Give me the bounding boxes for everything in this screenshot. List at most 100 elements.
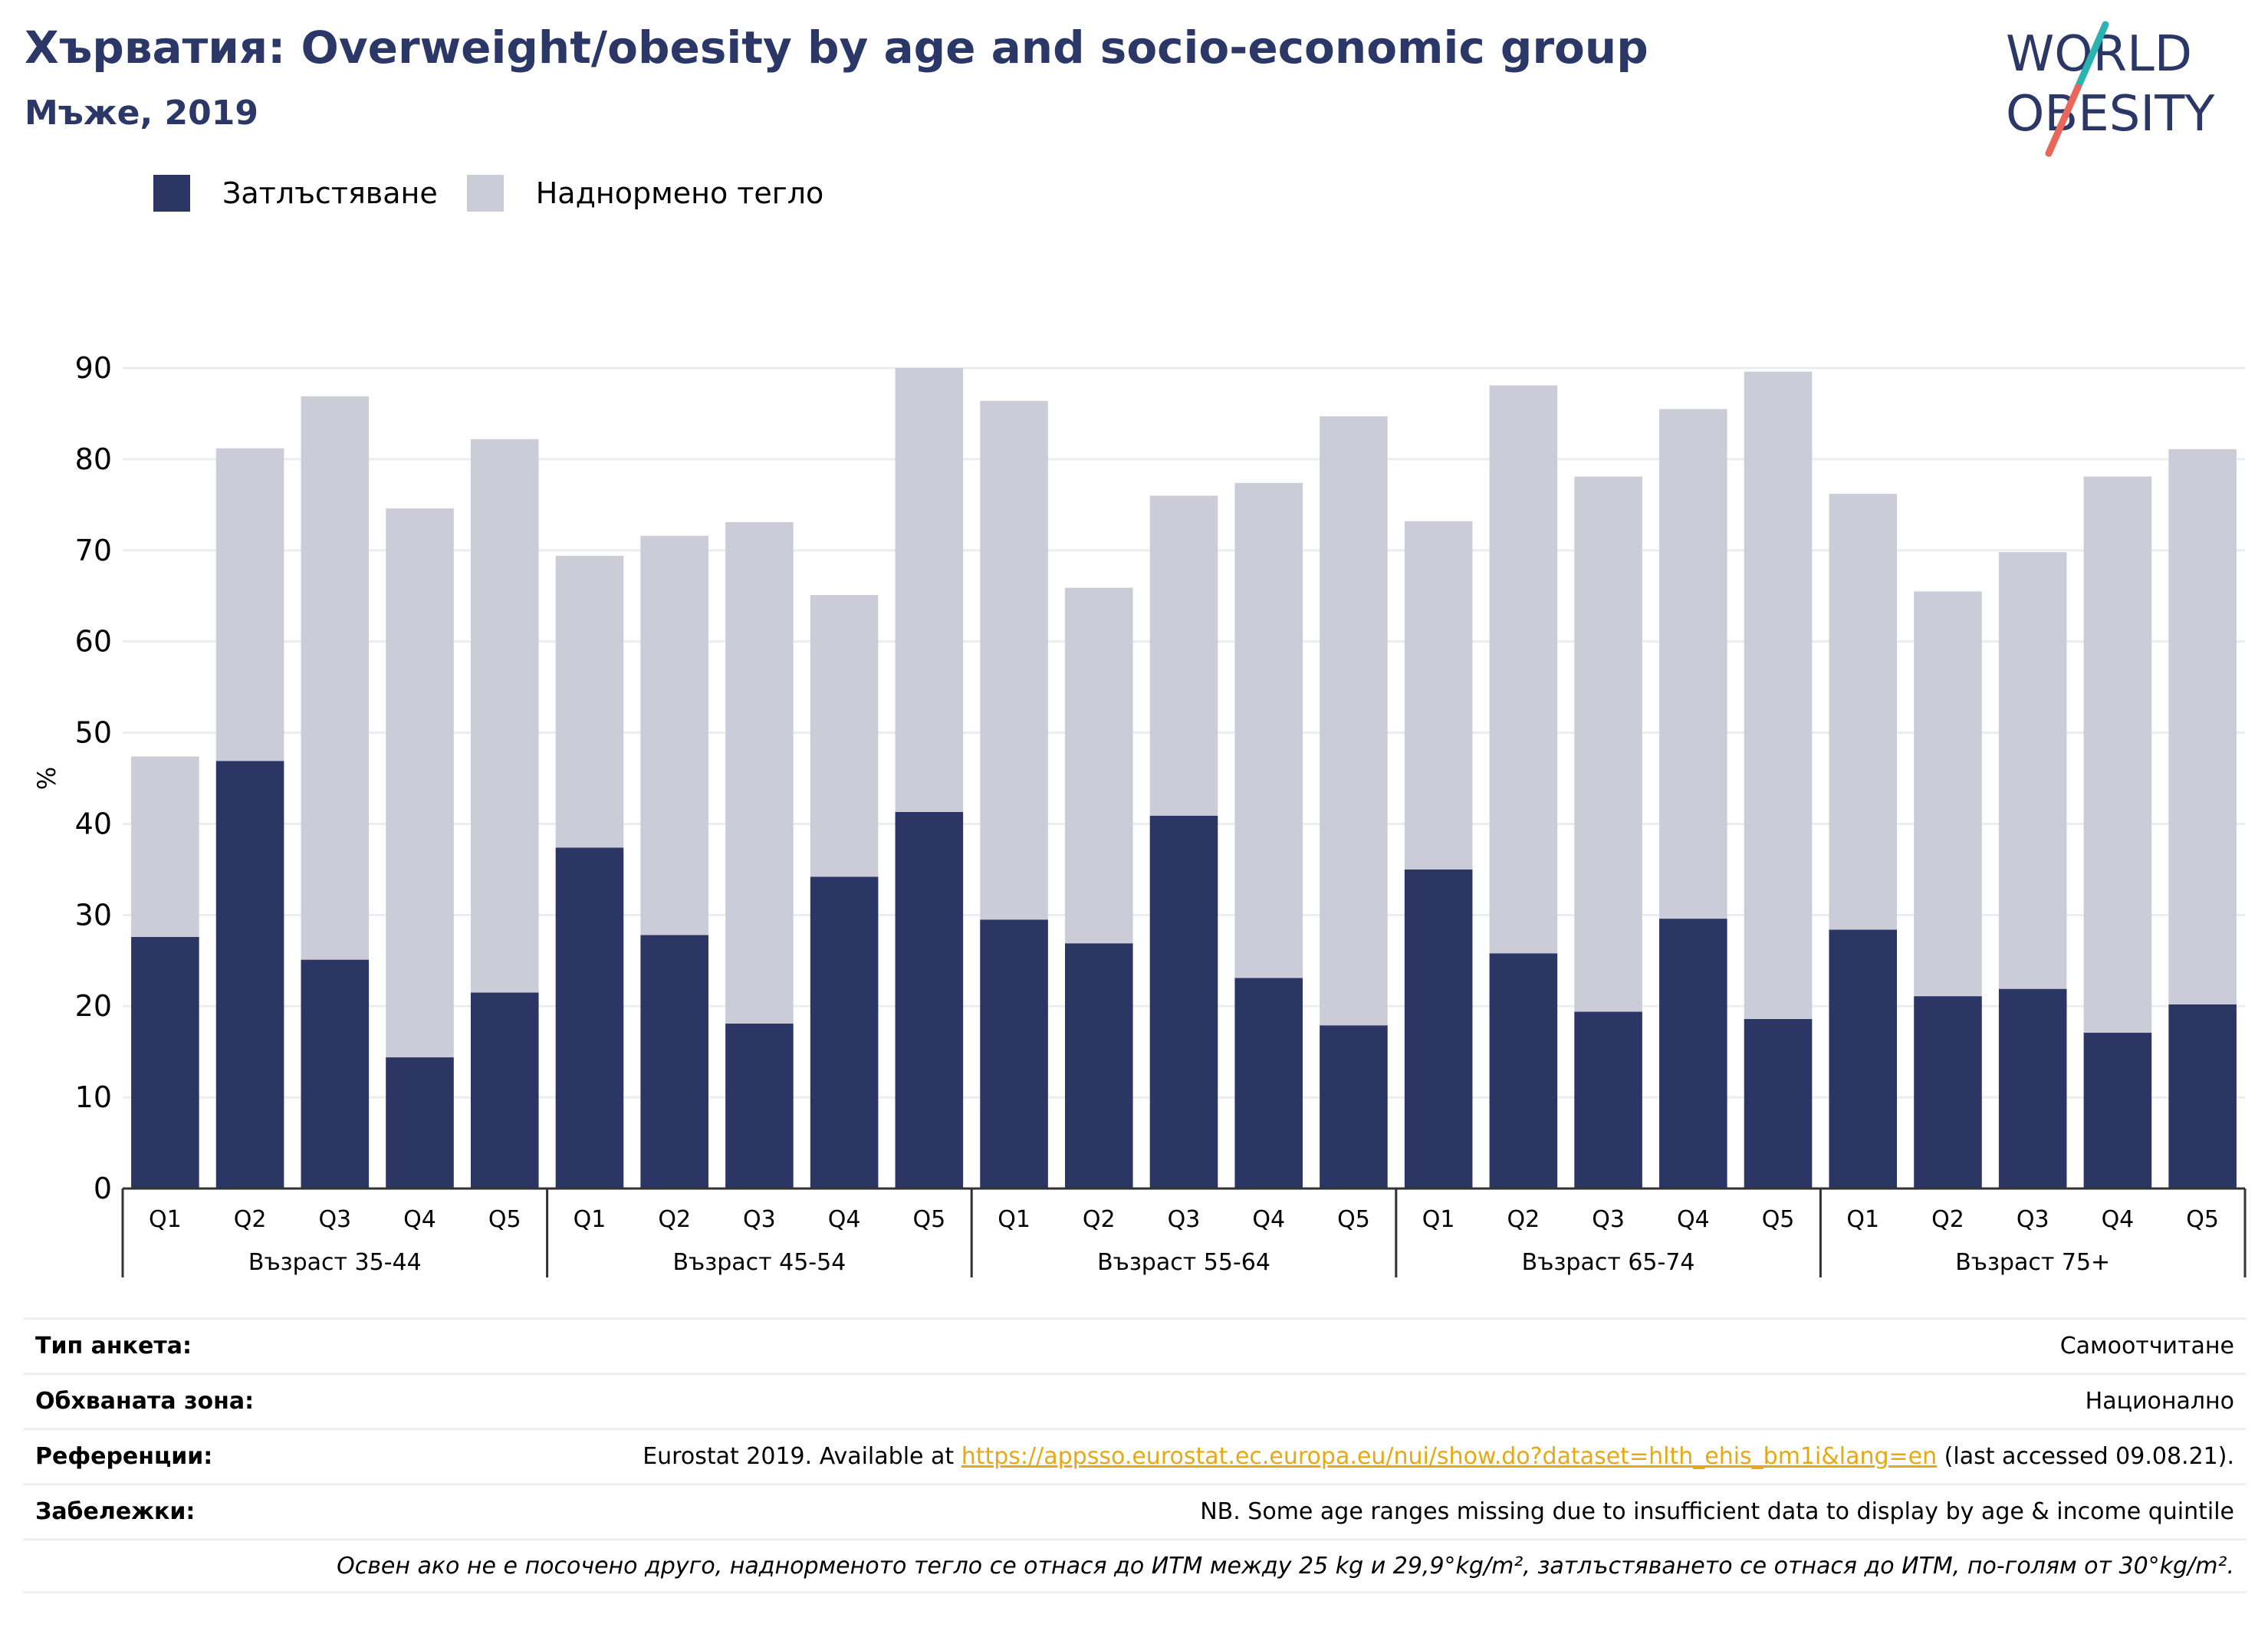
remarks-label: Забележки: (35, 1498, 196, 1525)
coverage-value: Национално (2085, 1388, 2234, 1415)
x-tick-label: Q2 (1931, 1206, 1964, 1233)
note-row-remarks: Забележки: NB. Some age ranges missing d… (23, 1483, 2247, 1538)
remarks-value: NB. Some age ranges missing due to insuf… (1200, 1498, 2234, 1525)
legend-swatch-obesity (153, 175, 190, 212)
y-tick-label: 40 (75, 807, 112, 840)
bar-overweight (980, 400, 1048, 920)
references-label: Референции: (35, 1443, 213, 1470)
bar-overweight (1489, 385, 1558, 954)
logo-word-obesity: OBESITY (2006, 86, 2215, 143)
legend-label-overweight: Наднормено тегло (535, 176, 824, 210)
bar-obesity (895, 811, 964, 1189)
chart-legend: Затлъстяване Наднормено тегло (153, 175, 853, 212)
bar-overweight (1234, 482, 1303, 978)
legend-swatch-overweight (466, 175, 504, 212)
x-tick-label: Q5 (2186, 1206, 2219, 1233)
bar-obesity (810, 876, 879, 1189)
y-tick-label: 70 (75, 534, 112, 567)
notes-table: Тип анкета: Самоотчитане Обхваната зона:… (23, 1317, 2247, 1593)
bar-obesity (215, 761, 284, 1189)
references-value: Eurostat 2019. Available at https://apps… (643, 1443, 2234, 1470)
bar-obesity (1234, 978, 1303, 1189)
note-row-coverage: Обхваната зона: Национално (23, 1373, 2247, 1428)
bar-overweight (1320, 416, 1388, 1026)
bar-overweight (1064, 587, 1133, 944)
bar-overweight (1914, 591, 1982, 997)
x-tick-label: Q2 (1507, 1206, 1540, 1233)
y-tick-label: 10 (75, 1080, 112, 1114)
x-tick-label: Q4 (828, 1206, 861, 1233)
logo-slash-teal (2074, 21, 2109, 91)
note-row-survey-type: Тип анкета: Самоотчитане (23, 1317, 2247, 1373)
bar-obesity (980, 919, 1048, 1189)
x-tick-label: Q5 (1762, 1206, 1795, 1233)
x-tick-label: Q2 (1083, 1206, 1116, 1233)
legend-item-obesity: Затлъстяване (153, 175, 438, 212)
legend-item-overweight: Наднормено тегло (466, 175, 824, 212)
logo-slash-red (2045, 84, 2082, 157)
bar-overweight (640, 535, 708, 935)
bar-overweight (895, 368, 964, 812)
bar-obesity (1829, 929, 1898, 1189)
bar-obesity (1914, 996, 1982, 1189)
bar-overweight (555, 555, 624, 848)
survey-type-value: Самоотчитане (2059, 1333, 2234, 1359)
y-tick-label: 50 (75, 716, 112, 750)
x-tick-label: Q5 (1337, 1206, 1370, 1233)
x-tick-label: Q3 (318, 1206, 351, 1233)
x-group-label: Възраст 55-64 (1097, 1249, 1270, 1276)
bar-overweight (1829, 494, 1898, 930)
bar-overweight (1744, 371, 1813, 1019)
bar-obesity (640, 935, 708, 1189)
bar-obesity (1659, 919, 1727, 1189)
x-tick-label: Q4 (1252, 1206, 1285, 1233)
bar-overweight (1574, 476, 1642, 1012)
bar-obesity (1149, 815, 1218, 1189)
bar-obesity (131, 936, 199, 1189)
x-tick-label: Q2 (658, 1206, 691, 1233)
y-tick-label: 60 (75, 625, 112, 659)
y-tick-label: 30 (75, 898, 112, 932)
x-tick-label: Q1 (1846, 1206, 1879, 1233)
y-tick-label: 90 (75, 351, 112, 385)
x-tick-label: Q3 (1592, 1206, 1625, 1233)
x-tick-label: Q3 (2017, 1206, 2049, 1233)
page-subtitle: Мъже, 2019 (25, 94, 258, 133)
bar-obesity (386, 1057, 454, 1189)
bar-obesity (470, 992, 539, 1189)
bar-obesity (1404, 869, 1473, 1189)
bar-overweight (1149, 495, 1218, 816)
page-title: Хърватия: Overweight/obesity by age and … (25, 21, 1648, 74)
bar-obesity (301, 959, 370, 1189)
stacked-bar-chart: 0 10 20 30 40 50 60 70 80 90% Q1 Q2 Q3 Q4 Q5 Възраст 35… (32, 351, 2247, 1277)
bar-obesity (555, 847, 624, 1189)
references-suffix: (last accessed 09.08.21). (1937, 1443, 2234, 1470)
bar-overweight (301, 396, 370, 960)
x-tick-label: Q4 (403, 1206, 436, 1233)
bar-obesity (1489, 953, 1558, 1189)
references-link[interactable]: https://appsso.eurostat.ec.europa.eu/nui… (961, 1443, 1938, 1470)
bar-overweight (131, 756, 199, 937)
x-tick-label: Q5 (488, 1206, 521, 1233)
x-tick-label: Q3 (743, 1206, 776, 1233)
bar-overweight (810, 595, 879, 877)
x-tick-label: Q1 (574, 1206, 606, 1233)
bar-overweight (386, 508, 454, 1057)
x-tick-label: Q3 (1168, 1206, 1201, 1233)
y-tick-label: 20 (75, 989, 112, 1023)
x-tick-label: Q4 (2102, 1206, 2135, 1233)
coverage-label: Обхваната зона: (35, 1388, 255, 1415)
bar-obesity (725, 1023, 794, 1189)
bar-overweight (1998, 552, 2067, 989)
y-tick-label: 80 (75, 442, 112, 476)
x-tick-label: Q4 (1677, 1206, 1710, 1233)
definition-text: Освен ако не е посочено друго, наднормен… (337, 1552, 2234, 1580)
x-tick-label: Q1 (1422, 1206, 1455, 1233)
x-tick-label: Q1 (149, 1206, 182, 1233)
bar-overweight (470, 439, 539, 993)
x-group-label: Възраст 35-44 (248, 1249, 422, 1276)
x-group-label: Възраст 45-54 (672, 1249, 846, 1276)
y-axis-label: % (32, 767, 61, 790)
bar-obesity (1064, 943, 1133, 1189)
survey-type-label: Тип анкета: (35, 1333, 192, 1359)
